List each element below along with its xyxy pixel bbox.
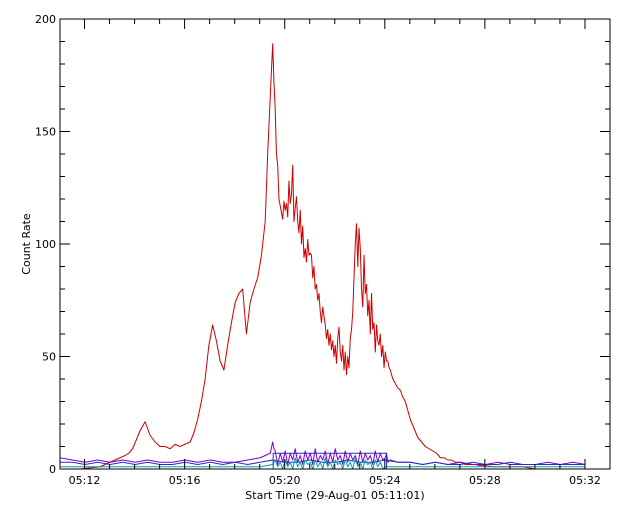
y-tick-label: 0 [49, 463, 56, 476]
x-tick-label: 05:32 [569, 474, 601, 487]
y-tick-label: 200 [35, 13, 56, 26]
y-tick-label: 100 [35, 238, 56, 251]
x-tick-label: 05:28 [469, 474, 501, 487]
plot-frame [59, 18, 611, 470]
x-axis-title: Start Time (29-Aug-01 05:11:01) [245, 489, 424, 502]
series-line-2 [60, 459, 586, 465]
y-axis-title: Count Rate [20, 213, 33, 275]
series-line-0 [60, 43, 586, 470]
y-tick-label: 150 [35, 126, 56, 139]
series-layer [59, 43, 586, 470]
x-tick-label: 05:12 [69, 474, 101, 487]
x-tick-label: 05:24 [369, 474, 401, 487]
x-tick-label: 05:16 [169, 474, 201, 487]
x-tick-label: 05:20 [269, 474, 301, 487]
series-line-4 [272, 452, 388, 469]
series-line-3 [60, 457, 586, 470]
y-tick-label: 50 [42, 351, 56, 364]
axes-layer: 0 50 100 150 200 05:12 05:16 05:20 05:24 05:28 05:… [35, 13, 611, 487]
